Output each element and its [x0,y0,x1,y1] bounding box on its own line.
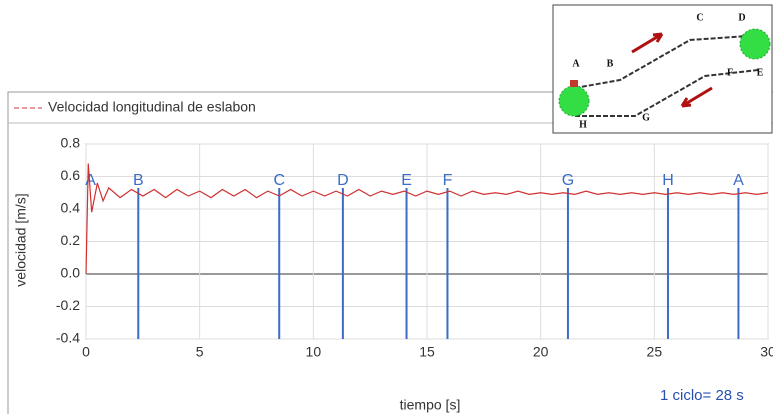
sprocket [739,28,771,60]
data-line [85,163,769,275]
marker-label: H [662,172,674,189]
y-tick-label: 0.6 [61,167,81,183]
x-tick-label: 20 [533,344,549,360]
y-axis-label: velocidad [m/s] [13,193,29,286]
inset-diagram: A B C D E F G H [552,4,773,134]
marker-label: F [443,172,453,189]
annotation: 1 ciclo= 28 s [660,387,744,404]
inset-label: H [579,119,587,130]
x-tick-label: 5 [196,344,204,360]
legend-label: Velocidad longitudinal de eslabon [48,99,256,115]
x-tick-label: 25 [647,344,663,360]
marker-label: D [337,172,349,189]
y-tick-label: 0.4 [61,200,81,216]
marker-label: E [401,172,412,189]
track-bottom [575,69,759,117]
y-tick-label: 0.0 [61,265,81,281]
arrow [680,86,713,108]
inset-label: F [727,67,733,78]
x-tick-label: 30 [760,344,773,360]
inset-label: E [757,67,764,78]
x-tick-label: 15 [419,344,435,360]
marker-label: G [562,172,574,189]
inset-label: A [572,58,580,69]
marker-label: A [733,172,744,189]
y-tick-label: -0.2 [56,297,80,313]
y-tick-label: 0.2 [61,232,81,248]
arrow [631,32,664,54]
inset-label: G [642,112,650,123]
track-top [574,35,749,89]
x-axis-label: tiempo [s] [400,397,461,413]
inset-frame [552,4,773,134]
x-tick-label: 0 [82,344,90,360]
inset-label: D [738,12,745,23]
marker-label: A [85,172,96,189]
x-tick-label: 10 [306,344,322,360]
marker-label: B [133,172,144,189]
marker-label: C [273,172,285,189]
chart-frame [7,91,773,414]
y-tick-label: -0.4 [56,330,80,346]
y-tick-label: 0.8 [61,135,81,151]
inset-label: C [696,12,703,23]
sprocket [558,85,590,117]
inset-label: B [607,58,614,69]
link [570,80,578,87]
